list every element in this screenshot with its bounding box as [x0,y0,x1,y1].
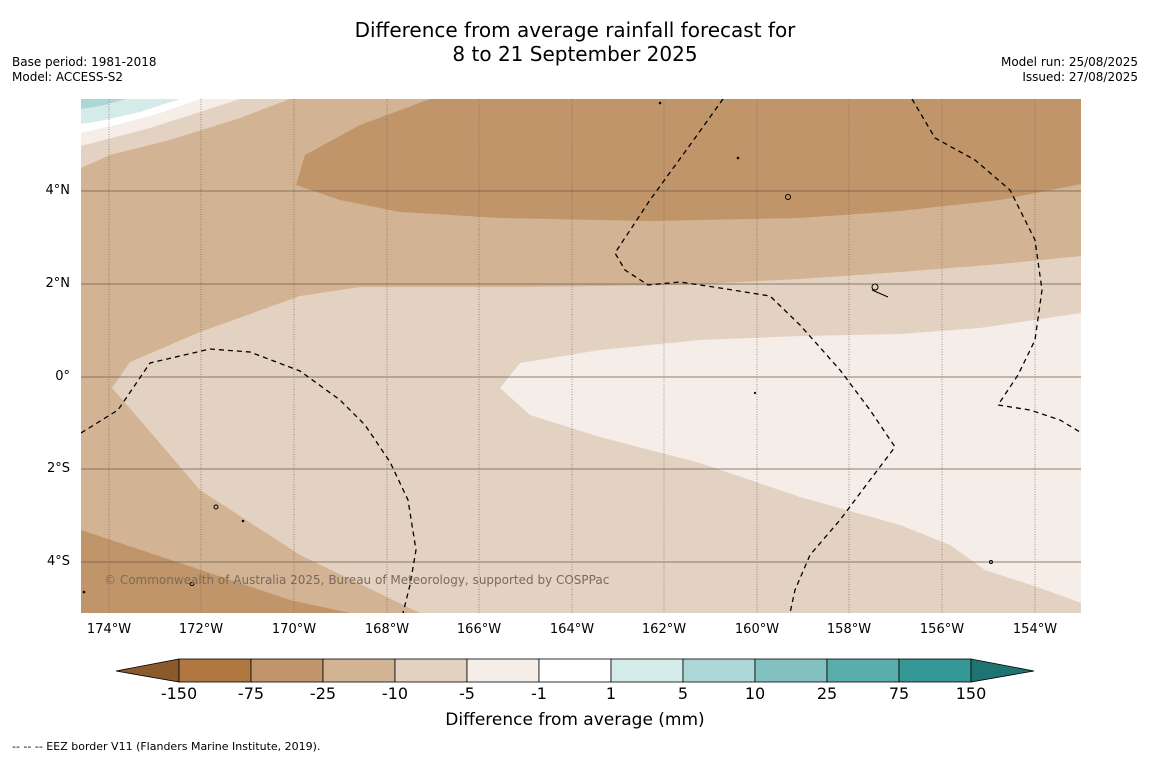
band-minus75-25-south [81,530,350,613]
colorbar-swatch [394,658,468,683]
band-top-left-teal [81,99,180,124]
lon-label: 172°W [178,622,224,637]
model-name: Model: ACCESS-S2 [12,70,124,84]
lat-label: 2°S [46,461,70,476]
lon-label: 170°W [271,622,317,637]
lon-label: 156°W [919,622,965,637]
lon-label: 154°W [1012,622,1058,637]
colorbar-swatch [682,658,756,683]
colorbar-swatch [250,658,324,683]
issued-date: Issued: 27/08/2025 [1022,70,1138,84]
colorbar-tick: 75 [888,684,910,703]
colorbar-swatch [754,658,828,683]
colorbar-tick: -5 [459,684,475,703]
colorbar-swatch [538,658,612,683]
meta-left: Base period: 1981-2018 Model: ACCESS-S2 [12,55,157,85]
lat-label: 4°N [45,183,71,198]
latitude-gridlines [81,190,1081,563]
base-period: Base period: 1981-2018 [12,55,157,69]
title-line-2: 8 to 21 September 2025 [452,42,698,66]
lat-label: 4°S [46,554,70,569]
model-run: Model run: 25/08/2025 [1000,55,1138,69]
lon-label: 166°W [456,622,502,637]
band-minus75-25-north [296,99,1081,221]
map-area: © Commonwealth of Australia 2025, Bureau… [81,99,1081,613]
lon-label: 174°W [86,622,132,637]
colorbar-tick: -25 [309,684,337,703]
colorbar-swatch [322,658,396,683]
colorbar-tick: 5 [677,684,689,703]
colorbar-tick: -150 [160,684,198,703]
colorbar-tick: -10 [381,684,409,703]
colorbar-swatch [466,658,540,683]
lat-label: 0° [55,369,70,384]
colorbar-swatch [178,658,252,683]
colorbar-swatch [898,658,972,683]
colorbar-left-arrow [115,658,180,683]
lon-label: 158°W [826,622,872,637]
lon-label: 162°W [641,622,687,637]
colorbar-label: Difference from average (mm) [445,710,705,730]
lon-label: 164°W [549,622,595,637]
colorbar-tick: -1 [531,684,547,703]
eez-footnote: -- -- -- EEZ border V11 (Flanders Marine… [12,740,321,753]
lon-label: 168°W [364,622,410,637]
colorbar-tick: -75 [237,684,265,703]
map-title: Difference from average rainfall forecas… [0,18,1150,66]
colorbar-tick: 150 [955,684,987,703]
colorbar-tick: 1 [605,684,617,703]
lon-label: 160°W [734,622,780,637]
colorbar-right-arrow [970,658,1035,683]
colorbar-swatch [826,658,900,683]
colorbar-tick: 25 [816,684,838,703]
copyright-text: © Commonwealth of Australia 2025, Bureau… [104,573,609,587]
meta-right: Model run: 25/08/2025 Issued: 27/08/2025 [1001,55,1138,85]
band-top-left-teal2 [81,99,126,109]
colorbar [115,658,1035,683]
colorbar-swatch [610,658,684,683]
longitude-gridlines [108,99,1036,613]
islands [82,101,993,594]
band-minus5-1 [500,313,1081,603]
title-line-1: Difference from average rainfall forecas… [354,18,796,42]
lat-label: 2°N [45,276,71,291]
eez-borders [81,99,1081,613]
colorbar-tick: 10 [744,684,766,703]
